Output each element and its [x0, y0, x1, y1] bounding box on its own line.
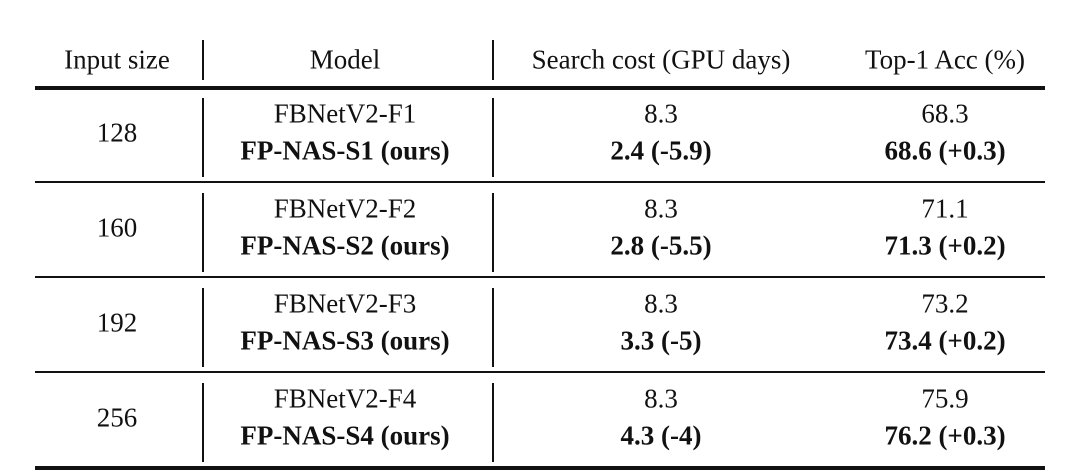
column-divider: [492, 288, 494, 367]
input-size: 128: [96, 117, 138, 147]
column-divider: [492, 40, 494, 80]
top1-acc: 71.1: [921, 193, 969, 224]
column-divider: [202, 383, 204, 462]
header-cell: Model: [309, 44, 381, 75]
top1-acc: 73.2: [921, 288, 969, 319]
column-divider: [202, 98, 204, 177]
model-name: FBNetV2-F3: [273, 288, 417, 319]
column-divider: [202, 40, 204, 80]
header-cell: Top-1 Acc (%): [864, 44, 1026, 75]
column-divider: [492, 98, 494, 177]
search-cost: 2.4 (-5.9): [610, 135, 712, 166]
top1-acc: 76.2 (+0.3): [884, 420, 1006, 451]
column-divider: [492, 193, 494, 272]
input-size: 256: [96, 402, 138, 432]
model-name: FBNetV2-F4: [273, 383, 417, 414]
search-cost: 4.3 (-4): [620, 420, 702, 451]
search-cost: 3.3 (-5): [620, 325, 702, 356]
model-name: FP-NAS-S3 (ours): [240, 325, 450, 356]
search-cost: 8.3: [644, 98, 678, 129]
header-cell: Search cost (GPU days): [531, 44, 791, 75]
column-divider: [202, 288, 204, 367]
search-cost: 8.3: [644, 288, 678, 319]
column-divider: [492, 383, 494, 462]
row-rule: [35, 276, 1045, 278]
header-cell: Input size: [64, 44, 170, 75]
top1-acc: 68.6 (+0.3): [884, 135, 1006, 166]
top1-acc: 75.9: [921, 383, 969, 414]
row-rule: [35, 181, 1045, 183]
model-name: FP-NAS-S1 (ours): [240, 135, 450, 166]
search-cost: 8.3: [644, 383, 678, 414]
model-name: FP-NAS-S2 (ours): [240, 230, 450, 261]
row-rule: [35, 371, 1045, 373]
search-cost: 2.8 (-5.5): [610, 230, 712, 261]
model-name: FBNetV2-F1: [273, 98, 417, 129]
top1-acc: 68.3: [921, 98, 969, 129]
model-name: FBNetV2-F2: [273, 193, 417, 224]
top1-acc: 73.4 (+0.2): [884, 325, 1006, 356]
thick-rule: [35, 466, 1045, 470]
input-size: 160: [96, 212, 138, 242]
top1-acc: 71.3 (+0.2): [884, 230, 1006, 261]
search-cost: 8.3: [644, 193, 678, 224]
input-size: 192: [96, 307, 138, 337]
model-name: FP-NAS-S4 (ours): [240, 420, 450, 451]
thick-rule: [35, 86, 1045, 90]
column-divider: [202, 193, 204, 272]
